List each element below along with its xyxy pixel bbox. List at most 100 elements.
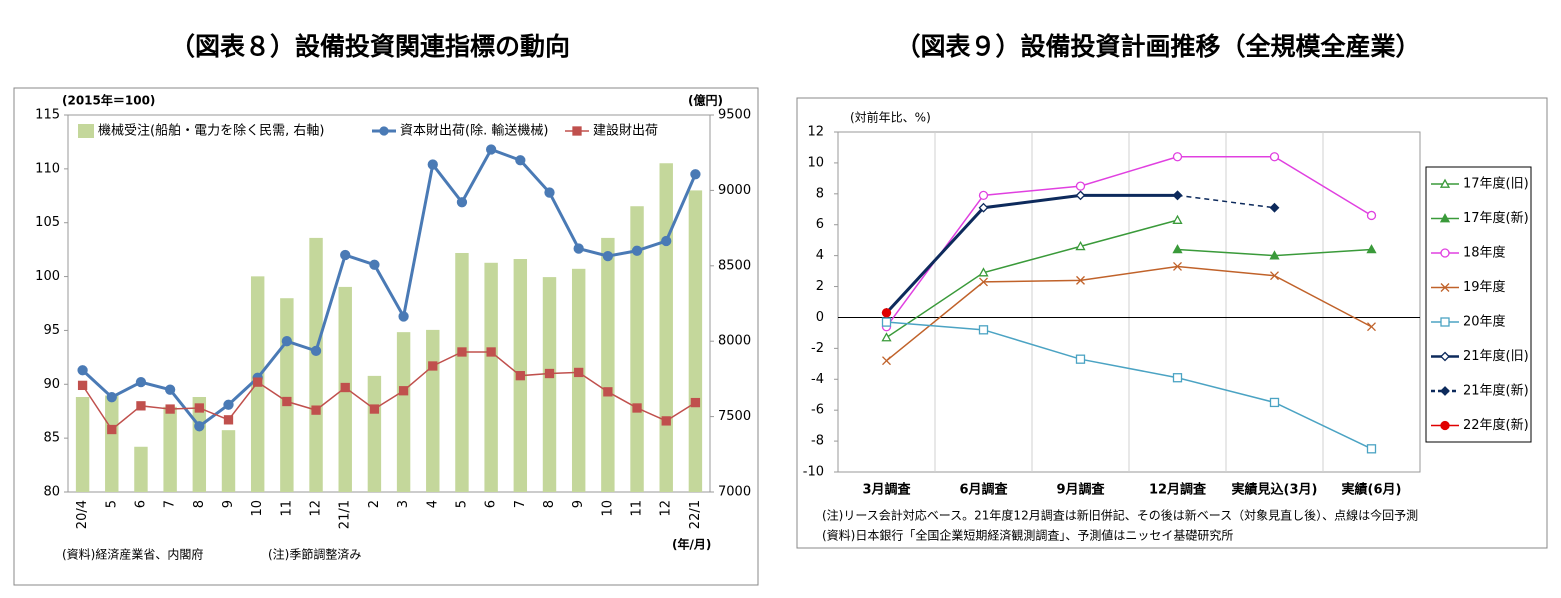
marker <box>194 403 204 413</box>
marker <box>194 421 205 432</box>
bar <box>367 375 382 492</box>
bar <box>688 190 703 492</box>
x-tick-label: 5 <box>104 500 119 508</box>
line <box>886 321 1372 450</box>
marker <box>1439 178 1451 188</box>
marker <box>1440 248 1450 258</box>
marker <box>979 277 988 287</box>
line <box>886 219 1178 339</box>
marker <box>311 405 321 415</box>
marker <box>515 371 525 381</box>
marker <box>369 259 380 270</box>
y-tick-label: 8 <box>816 186 824 201</box>
y-tick-label: 90 <box>43 377 60 392</box>
marker <box>632 403 642 413</box>
marker <box>1440 283 1450 292</box>
line <box>885 193 1178 314</box>
marker <box>253 377 263 387</box>
plot-area <box>67 114 711 493</box>
chart-frame <box>13 87 759 586</box>
marker <box>690 397 701 408</box>
line <box>886 265 1372 362</box>
marker <box>603 387 613 397</box>
source: (資料)日本銀行「全国企業短期経済観測調査」、予測値はニッセイ基礎研究所 <box>822 528 1233 543</box>
marker <box>1075 190 1086 201</box>
bar <box>309 237 323 492</box>
y-tick-label: 2 <box>816 279 824 294</box>
marker <box>1440 386 1450 396</box>
x-tick-label: 22/1 <box>688 500 703 529</box>
x-tick-label: 11 <box>279 500 294 517</box>
marker <box>881 317 892 327</box>
bar <box>659 163 673 493</box>
x-tick-label: 3 <box>396 500 411 508</box>
marker <box>661 235 672 247</box>
legend-label: 資本財出荷(除. 輸送機械) <box>400 124 548 139</box>
marker <box>281 336 293 347</box>
x-tick-label: 11 <box>630 500 645 517</box>
marker <box>486 347 496 357</box>
marker <box>1172 152 1183 162</box>
legend-label: 21年度(新) <box>1463 383 1529 399</box>
marker <box>1172 214 1183 224</box>
legend-swatch <box>78 124 94 138</box>
y-tick-label: 100 <box>35 269 60 284</box>
x-tick-label: 7 <box>513 500 528 508</box>
marker <box>107 424 117 435</box>
marker <box>661 416 671 426</box>
bar <box>426 329 440 492</box>
marker <box>978 325 989 335</box>
x-tick-label: 21/1 <box>338 500 353 529</box>
y2-tick-label: 8500 <box>718 258 751 273</box>
bar <box>601 237 615 492</box>
x-tick-label: 実績(6月) <box>1342 482 1402 498</box>
marker <box>1269 397 1280 408</box>
marker <box>1270 271 1279 281</box>
x-tick-label: 9 <box>221 500 236 508</box>
legend-label: 18年度 <box>1463 245 1506 261</box>
marker <box>690 169 701 180</box>
marker <box>1440 351 1450 362</box>
y-tick-label: 110 <box>35 161 60 176</box>
bar <box>75 396 90 492</box>
marker <box>340 382 350 393</box>
y-tick-label: 105 <box>35 215 60 230</box>
marker <box>1269 202 1280 213</box>
marker <box>978 267 989 277</box>
marker <box>340 249 351 261</box>
y-axis-label: (2015年＝100) <box>62 93 155 108</box>
marker <box>282 396 292 407</box>
bar <box>163 406 177 492</box>
y2-tick-label: 9500 <box>718 108 751 123</box>
x-tick-label: 12 <box>309 500 324 517</box>
bar <box>630 206 644 492</box>
y-tick-label: 4 <box>816 248 824 263</box>
marker <box>1269 152 1280 162</box>
legend-label: 21年度(旧) <box>1463 348 1529 364</box>
legend-label: 建設財出荷 <box>593 123 658 139</box>
marker <box>978 202 989 213</box>
y-tick-label: 95 <box>43 323 60 338</box>
y-tick-label: 0 <box>816 310 824 325</box>
marker <box>428 361 438 371</box>
legend-label: 20年度 <box>1463 314 1506 330</box>
marker <box>573 243 584 254</box>
marker <box>457 347 467 357</box>
marker <box>574 367 584 378</box>
legend-label: 17年度(新) <box>1463 210 1529 226</box>
chart-title: （図表８）設備投資関連指標の動向 <box>170 32 570 61</box>
legend-label: 機械受注(船舶・電力を除く民需, 右軸) <box>98 123 324 139</box>
x-axis-label: (年/月) <box>672 537 711 552</box>
x-tick-label: 10 <box>250 500 265 517</box>
y2-tick-label: 7500 <box>718 409 751 424</box>
marker <box>398 311 409 322</box>
y-axis-label: (対前年比、%) <box>850 110 931 125</box>
line <box>1177 194 1275 209</box>
marker <box>544 187 555 198</box>
marker <box>223 415 234 425</box>
x-tick-label: 6 <box>484 500 499 508</box>
marker <box>515 155 526 166</box>
y2-tick-label: 7000 <box>718 485 751 500</box>
legend-frame <box>1425 166 1532 443</box>
